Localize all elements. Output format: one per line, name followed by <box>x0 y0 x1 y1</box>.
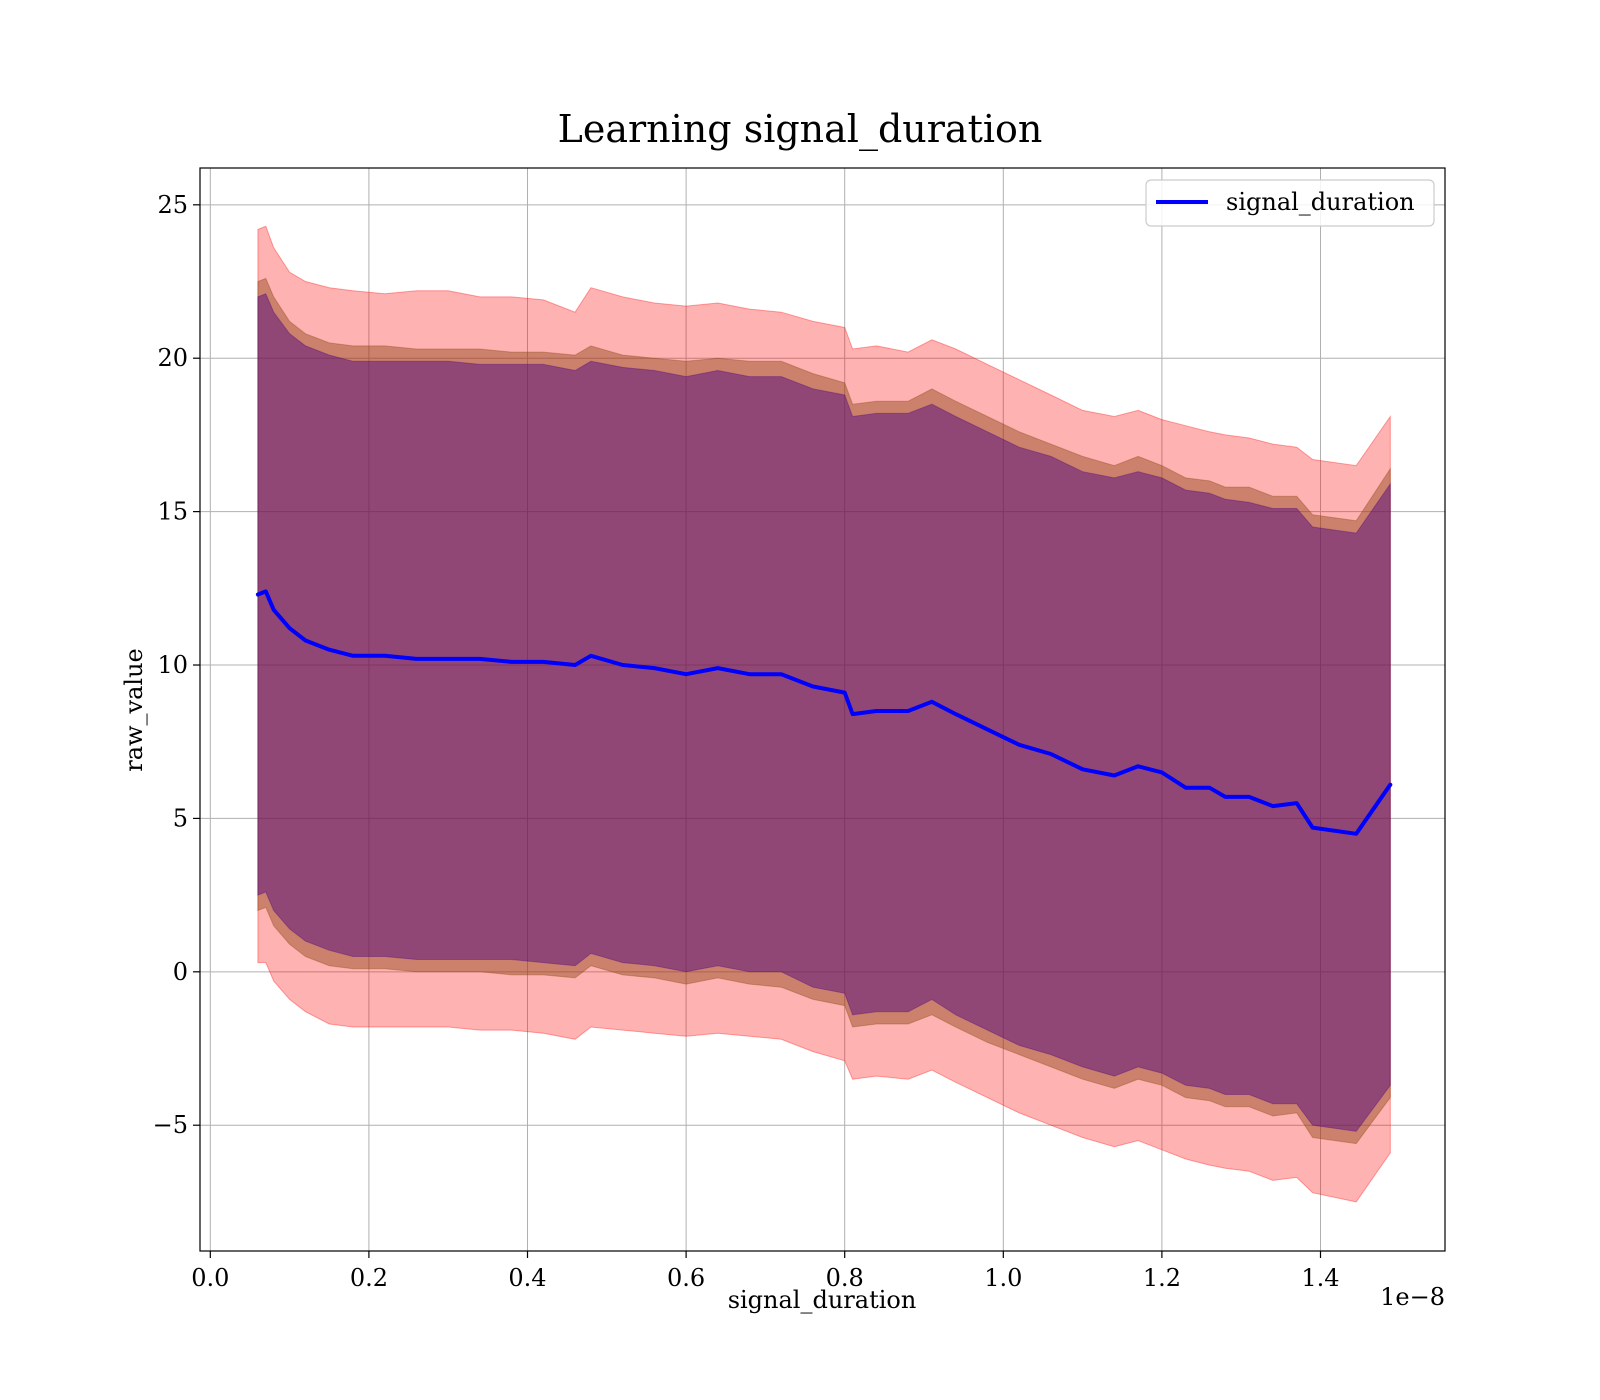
x-tick-label: 0.6 <box>667 1264 705 1292</box>
legend: signal_duration <box>1145 179 1435 227</box>
y-tick-label: 15 <box>157 498 188 526</box>
y-tick-label: 25 <box>157 191 188 219</box>
legend-label: signal_duration <box>1226 188 1415 216</box>
x-tick-label: 1.0 <box>984 1264 1022 1292</box>
x-tick-label: 0.0 <box>191 1264 229 1292</box>
x-axis-ticks: 0.0 0.2 0.4 0.6 0.8 1.0 1.2 1.4 <box>191 1251 1340 1292</box>
y-tick-label: 5 <box>173 804 188 832</box>
x-tick-label: 0.4 <box>508 1264 546 1292</box>
y-tick-label: 10 <box>157 651 188 679</box>
series-line-signal-duration <box>255 589 1393 836</box>
x-tick-label: 0.8 <box>826 1264 864 1292</box>
x-axis-offset-label: 1e−8 <box>1380 1283 1445 1311</box>
y-tick-label: 20 <box>157 344 188 372</box>
y-tick-label: −5 <box>153 1111 188 1139</box>
y-axis-ticks: −5 0 5 10 15 20 25 <box>153 191 200 1139</box>
band-middle <box>257 277 1391 1145</box>
y-axis-label: raw_value <box>120 648 148 772</box>
y-tick-label: 0 <box>173 958 188 986</box>
x-tick-label: 1.4 <box>1301 1264 1339 1292</box>
grid-lines <box>200 168 1445 1251</box>
band-inner <box>257 293 1391 1132</box>
series-lines <box>255 589 1393 836</box>
x-tick-label: 0.2 <box>350 1264 388 1292</box>
chart-title: Learning signal_duration <box>558 107 1043 152</box>
band-outer <box>257 225 1391 1203</box>
confidence-bands <box>257 225 1391 1203</box>
plot-frame <box>199 167 1446 1252</box>
x-tick-label: 1.2 <box>1143 1264 1181 1292</box>
x-axis-label: signal_duration <box>728 1286 917 1314</box>
legend-box <box>1145 179 1435 227</box>
